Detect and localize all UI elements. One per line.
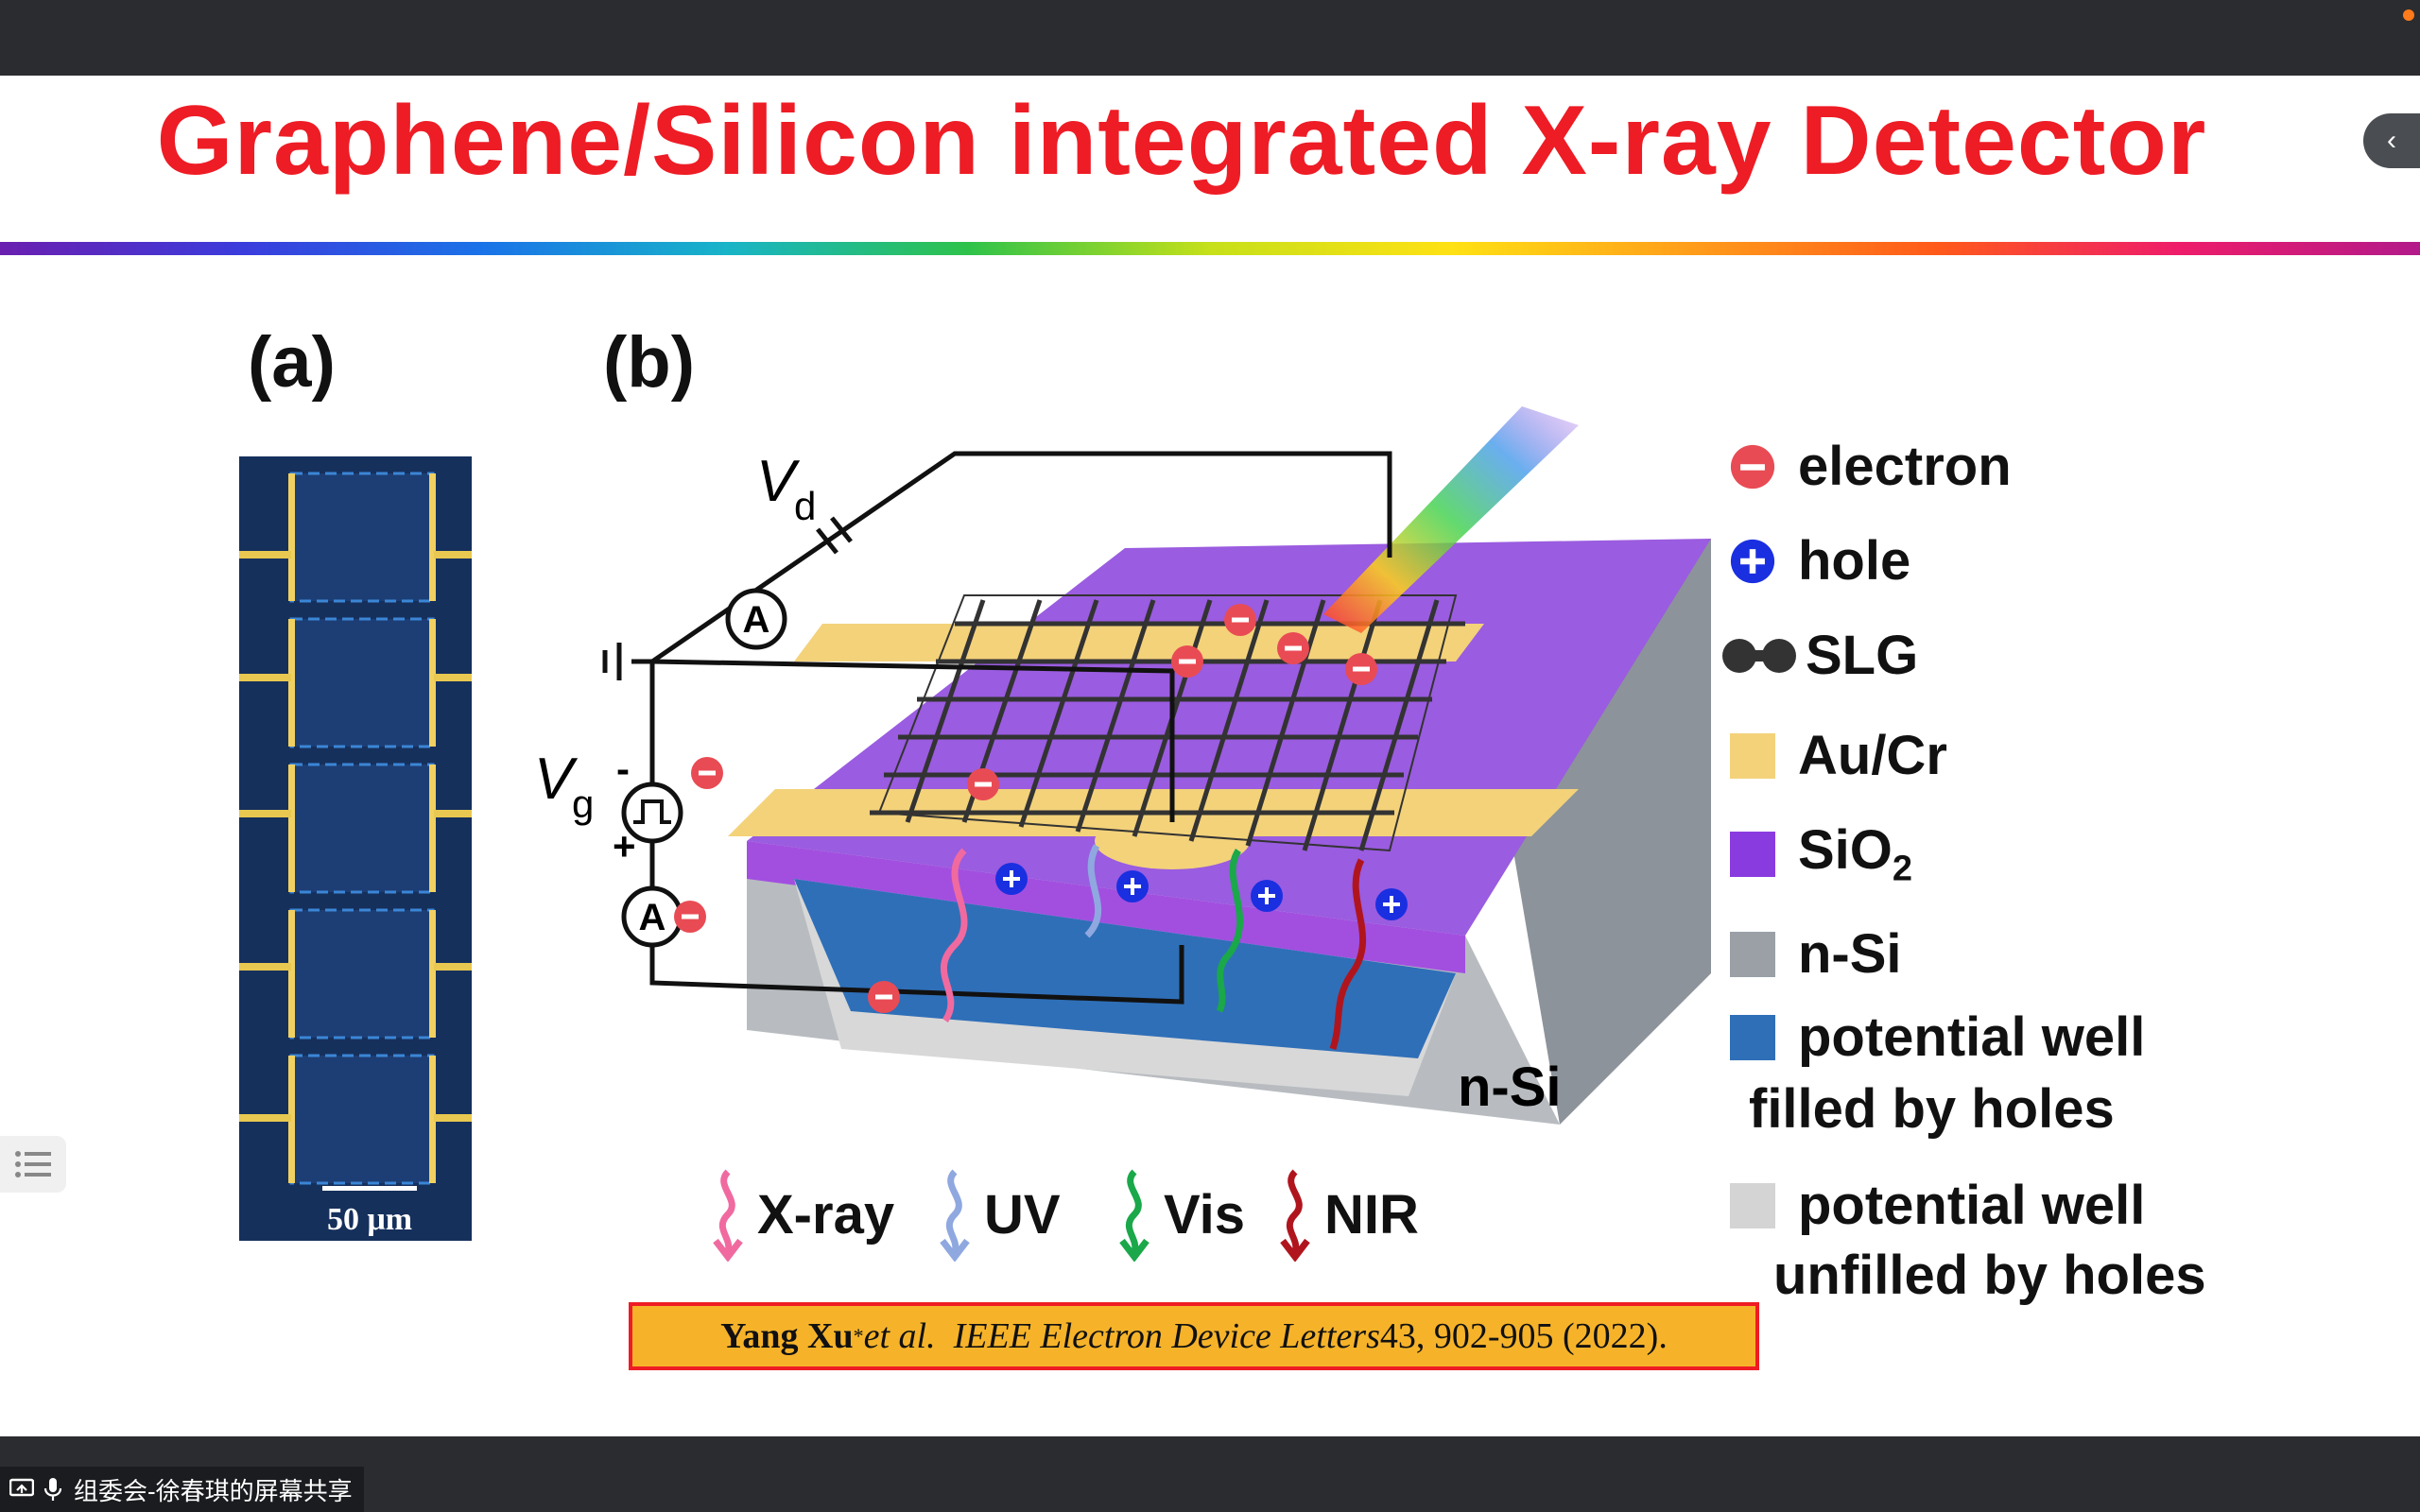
scale-bar-label: 50 μm	[327, 1202, 412, 1237]
citation-author: Yang Xu	[720, 1316, 854, 1356]
hole-icon	[1730, 539, 1775, 583]
gold-pad	[1095, 813, 1250, 869]
au-cr-swatch	[1730, 732, 1775, 779]
list-icon	[15, 1151, 51, 1177]
nir-wave	[1329, 858, 1367, 1051]
xray-wave	[941, 848, 968, 1022]
svg-text:A: A	[743, 599, 770, 641]
svg-text:A: A	[639, 897, 666, 938]
electron-icon	[1730, 444, 1775, 489]
legend-item-n-si: n-Si	[1730, 922, 1902, 986]
holes	[995, 863, 1408, 920]
micrograph-image: 50 μm	[239, 456, 472, 1241]
oxide-front	[747, 841, 1465, 973]
citation-etal: et al.	[863, 1316, 936, 1356]
sio2-swatch	[1730, 831, 1775, 877]
wave-legend-uv: UV	[931, 1167, 1061, 1262]
recording-indicator-icon	[2403, 9, 2414, 21]
nir-wave-icon	[1280, 1169, 1310, 1262]
vis-wave-icon	[1119, 1169, 1150, 1262]
citation-rest: 43, 902-905 (2022).	[1379, 1316, 1668, 1356]
device-diagram: A A V d V g - +	[510, 406, 1739, 1181]
pulse-source	[621, 782, 683, 844]
light-beam	[1323, 406, 1579, 633]
citation-journal: IEEE Electron Device Letters	[953, 1316, 1380, 1356]
microphone-icon	[43, 1478, 62, 1501]
battery-symbol	[602, 643, 652, 680]
wave-legend: X-ray UV Vis NIR	[704, 1148, 1555, 1280]
slide-list-button[interactable]	[0, 1136, 66, 1193]
n-si-swatch	[1730, 931, 1775, 977]
legend-item-hole: hole	[1730, 529, 1910, 593]
slg-icon	[1722, 638, 1796, 673]
nsi-region-label: n-Si	[1458, 1057, 1562, 1118]
vd-label: V	[756, 449, 801, 514]
legend-item-electron: electron	[1730, 435, 2012, 498]
citation-box: Yang Xu * et al. IEEE Electron Device Let…	[629, 1302, 1759, 1370]
legend-item-well-filled: potential well	[1730, 1005, 2145, 1069]
legend-item-slg: SLG	[1720, 624, 1918, 687]
slide: Graphene/Silicon integrated X-ray Detect…	[0, 76, 2420, 1436]
uv-wave	[1084, 844, 1101, 938]
legend-item-sio2: SiO2	[1730, 818, 1912, 890]
electrons	[674, 604, 1377, 1013]
vis-wave	[1216, 849, 1243, 1013]
capacitor-symbol	[816, 516, 853, 555]
vg-plus: +	[613, 824, 636, 868]
wave-legend-xray: X-ray	[704, 1167, 894, 1262]
screen-share-icon	[9, 1478, 34, 1497]
slide-title: Graphene/Silicon integrated X-ray Detect…	[156, 86, 2207, 196]
well-unfilled-swatch	[1730, 1182, 1775, 1228]
panel-a-label: (a)	[248, 322, 336, 403]
ammeter-bottom: A	[621, 885, 683, 948]
well-filled-swatch	[1730, 1014, 1775, 1060]
scale-bar	[322, 1186, 417, 1191]
vd-subscript: d	[794, 484, 816, 528]
legend-item-well-filled-line2: filled by holes	[1749, 1078, 2115, 1140]
legend-item-au-cr: Au/Cr	[1730, 724, 1947, 787]
device-cells	[239, 472, 472, 1185]
screen-share-label[interactable]: 组委会-徐春琪的屏幕共享	[0, 1467, 364, 1512]
legend: electron hole SLG Au/Cr SiO2 n-Si potent…	[1722, 359, 2297, 1306]
wave-legend-nir: NIR	[1271, 1167, 1419, 1262]
chevron-left-icon: ‹	[2387, 125, 2396, 156]
rainbow-divider	[0, 242, 2420, 255]
potential-well-filled	[794, 879, 1456, 1058]
vg-minus: -	[616, 747, 630, 791]
wave-legend-vis: Vis	[1111, 1167, 1245, 1262]
bottom-bar	[0, 1436, 2420, 1512]
uv-wave-icon	[940, 1169, 970, 1262]
side-panel-toggle-button[interactable]: ‹	[2363, 113, 2420, 168]
xray-wave-icon	[713, 1169, 743, 1262]
citation-star: *	[853, 1324, 864, 1348]
vg-label: V	[534, 747, 579, 812]
top-bar	[0, 0, 2420, 76]
panel-b-label: (b)	[603, 322, 696, 403]
vg-subscript: g	[572, 782, 594, 826]
legend-item-well-unfilled-line2: unfilled by holes	[1773, 1245, 2206, 1306]
ammeter-top: A	[725, 588, 787, 650]
legend-item-well-unfilled: potential well	[1730, 1174, 2145, 1237]
